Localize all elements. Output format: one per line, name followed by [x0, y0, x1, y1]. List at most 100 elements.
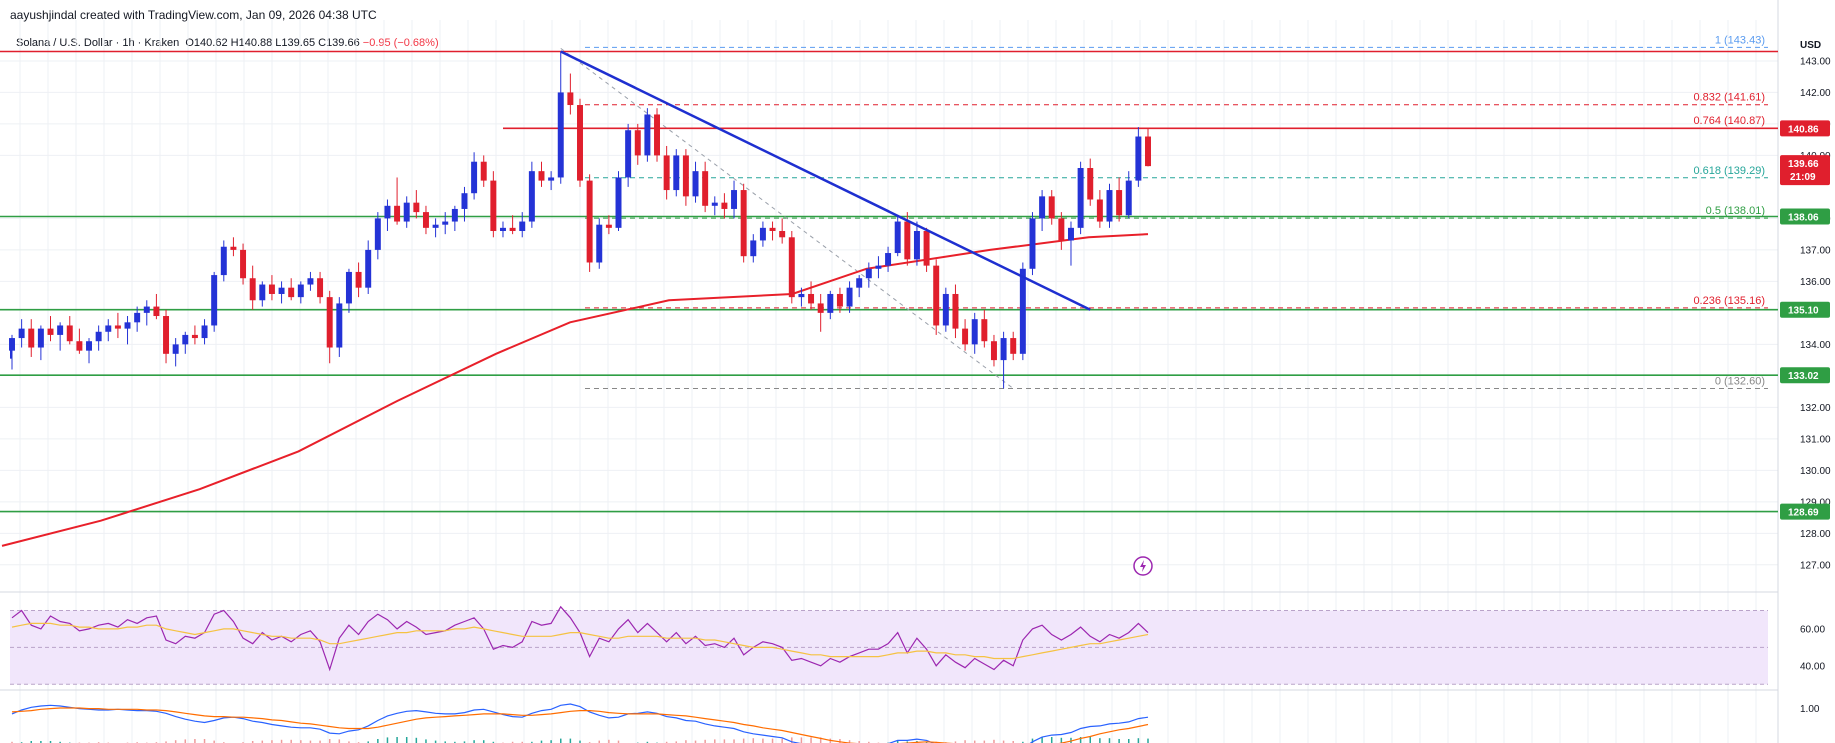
candle — [1019, 262, 1026, 361]
candle-body — [201, 325, 208, 339]
candle — [577, 98, 583, 187]
candle — [220, 240, 227, 282]
candle — [288, 278, 295, 301]
candle — [163, 309, 170, 364]
candle — [808, 281, 815, 310]
candle — [586, 174, 593, 272]
candle-body — [1125, 180, 1132, 216]
misc — [10, 342, 1153, 576]
candle — [365, 240, 372, 294]
candle-body — [326, 297, 333, 348]
candle-body — [836, 293, 843, 307]
candle-body — [413, 202, 420, 213]
candle-body — [1010, 338, 1017, 354]
symbol-legend: Solana / U.S. Dollar · 1h · Kraken O140.… — [16, 37, 439, 49]
y-tick-label: 127.00 — [1800, 560, 1831, 571]
candle — [711, 196, 718, 216]
bearish-trendline — [560, 50, 1091, 311]
candle-body — [990, 341, 997, 361]
candle — [625, 123, 632, 187]
candle — [913, 221, 920, 266]
candle-body — [971, 319, 978, 345]
candle — [1010, 331, 1017, 361]
candle — [702, 161, 709, 213]
candle-body — [1135, 136, 1142, 181]
candle-body — [1116, 190, 1123, 216]
candle — [952, 284, 959, 339]
candle-body — [442, 221, 449, 225]
ohlc-close: C139.66 — [318, 37, 360, 49]
rsi-panel — [11, 605, 1149, 672]
candle — [634, 123, 641, 165]
candle-body — [933, 265, 940, 326]
y-tick-label: 142.00 — [1800, 88, 1831, 99]
candle-body — [663, 155, 670, 191]
candle — [268, 275, 275, 301]
y-tick-label: 128.00 — [1800, 529, 1831, 540]
candle — [76, 328, 83, 354]
fib-label: 0.5 (138.01) — [1706, 205, 1765, 217]
candle — [1135, 127, 1142, 187]
y-tick-label: 130.00 — [1800, 466, 1831, 477]
candle — [403, 196, 410, 228]
candle — [134, 306, 141, 332]
candle — [105, 319, 112, 342]
candle — [519, 212, 526, 238]
candle — [981, 309, 988, 348]
fibonacci-levels: 1 (143.43) 0.832 (141.61) 0.764 (140.87) 0.… — [560, 34, 1768, 389]
candle — [317, 271, 324, 304]
candle-body — [47, 328, 54, 335]
current-price-tag — [1780, 155, 1830, 186]
y-tick-label: 136.00 — [1800, 277, 1831, 288]
candle-body — [211, 275, 218, 326]
horizontal-levels — [0, 50, 1778, 513]
candle-body — [1048, 196, 1055, 219]
candle-body — [1058, 218, 1065, 241]
candle-body — [278, 287, 285, 294]
candle-body — [759, 227, 766, 241]
candle — [682, 149, 689, 206]
candle — [1077, 161, 1084, 235]
candle — [557, 51, 564, 184]
candle — [191, 325, 198, 345]
candle — [923, 227, 930, 272]
candle — [615, 171, 622, 231]
moving-average — [1, 233, 1149, 547]
candle-body — [692, 171, 699, 197]
candle — [788, 230, 795, 304]
rsi-band — [10, 609, 1768, 685]
candle — [95, 325, 102, 351]
candle — [499, 221, 506, 238]
candle-body — [394, 205, 401, 222]
candle-body — [1067, 227, 1074, 241]
candle-body — [894, 221, 901, 254]
candle — [442, 212, 449, 235]
candle-body — [86, 341, 93, 351]
level-price-tag-label: 140.86 — [1788, 124, 1819, 135]
candle — [971, 312, 978, 354]
candle — [471, 152, 478, 200]
candle-body — [596, 224, 603, 263]
candle-body — [95, 331, 102, 342]
candle — [731, 180, 738, 219]
candle-body — [644, 114, 651, 156]
candle-body — [538, 171, 545, 181]
candle — [240, 243, 247, 285]
candle-body — [788, 237, 795, 298]
candle — [422, 205, 429, 235]
candle — [548, 171, 555, 191]
ohlc-low: L139.65 — [275, 37, 316, 49]
candle — [1000, 331, 1007, 389]
candle-body — [817, 303, 824, 313]
candle — [114, 312, 121, 339]
price-axis[interactable]: USD143.00142.00141.00140.00138.00137.001… — [1780, 40, 1831, 715]
candle-body — [779, 230, 786, 238]
scroll-marker — [10, 342, 12, 359]
candle — [461, 186, 468, 222]
candle-body — [942, 293, 949, 326]
ohlc-high: H140.88 — [230, 37, 273, 49]
y-tick-label: 137.00 — [1800, 245, 1831, 256]
candle-body — [374, 218, 381, 250]
candle — [230, 237, 237, 257]
